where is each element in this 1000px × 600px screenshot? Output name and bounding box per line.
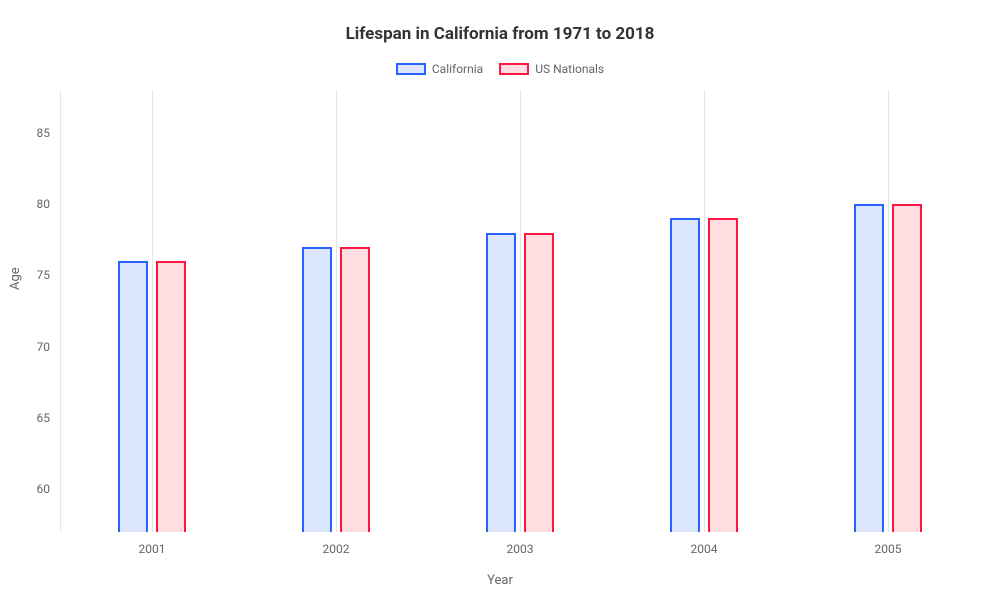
x-tick-label: 2003: [507, 532, 534, 556]
legend-label: California: [432, 62, 483, 76]
y-tick-label: 85: [20, 126, 60, 140]
legend-swatch-icon: [396, 63, 426, 75]
gridline-vertical: [520, 90, 521, 532]
gridline-vertical: [704, 90, 705, 532]
x-axis-label: Year: [0, 573, 1000, 588]
bar: [118, 261, 148, 532]
x-tick-label: 2004: [691, 532, 718, 556]
legend-swatch-icon: [499, 63, 529, 75]
plot-area: 20012002200320042005606570758085: [60, 90, 980, 532]
bar: [524, 233, 554, 532]
gridline-vertical: [336, 90, 337, 532]
y-tick-label: 60: [20, 482, 60, 496]
bar: [670, 218, 700, 532]
bar: [486, 233, 516, 532]
chart-container: Lifespan in California from 1971 to 2018…: [0, 0, 1000, 600]
x-tick-label: 2002: [323, 532, 350, 556]
legend-item-us-nationals: US Nationals: [499, 62, 604, 76]
y-tick-label: 65: [20, 411, 60, 425]
legend-label: US Nationals: [535, 62, 604, 76]
legend: California US Nationals: [0, 62, 1000, 76]
x-tick-label: 2005: [875, 532, 902, 556]
y-tick-label: 75: [20, 268, 60, 282]
x-tick-label: 2001: [139, 532, 166, 556]
gridline-vertical: [152, 90, 153, 532]
bar: [156, 261, 186, 532]
bar: [854, 204, 884, 532]
bar: [302, 247, 332, 532]
legend-item-california: California: [396, 62, 483, 76]
gridline-vertical: [888, 90, 889, 532]
bar: [892, 204, 922, 532]
y-tick-label: 70: [20, 340, 60, 354]
bar: [340, 247, 370, 532]
y-tick-label: 80: [20, 197, 60, 211]
chart-title: Lifespan in California from 1971 to 2018: [0, 24, 1000, 44]
bar: [708, 218, 738, 532]
